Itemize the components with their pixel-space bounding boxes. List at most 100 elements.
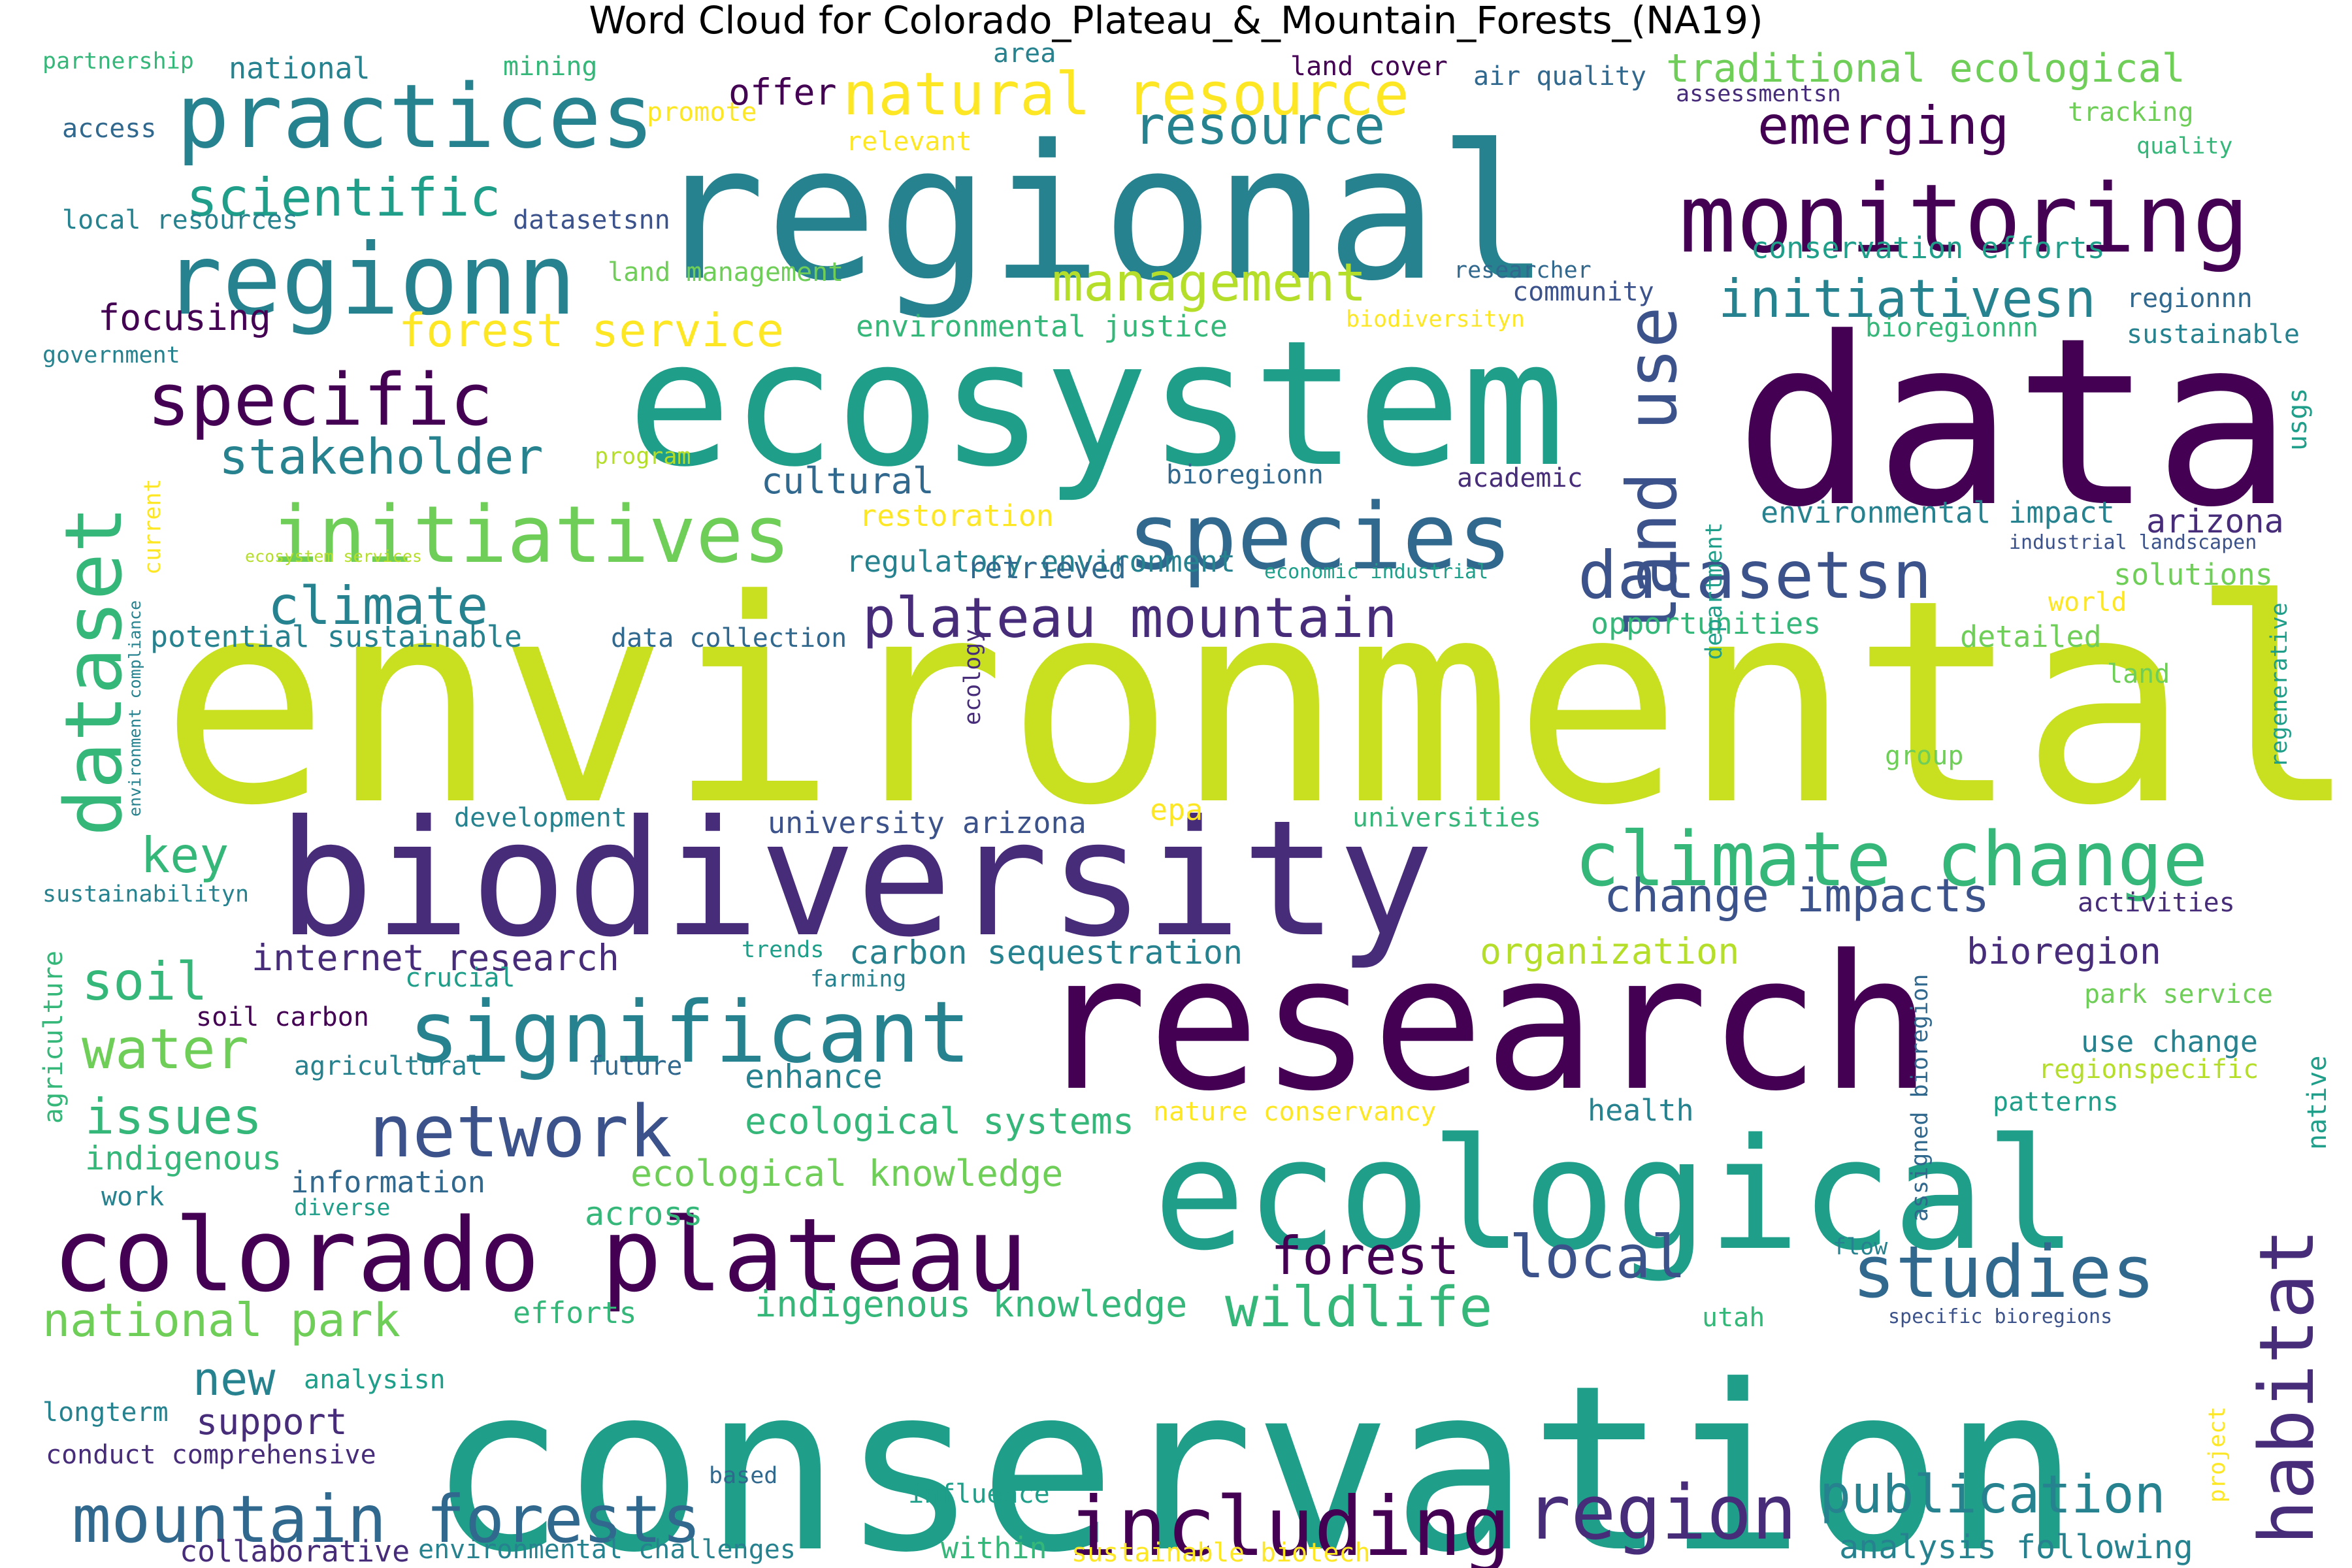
word-stakeholder: stakeholder [219, 428, 544, 485]
word-analysis-following: analysis following [1839, 1528, 2193, 1566]
chart-title: Word Cloud for Colorado_Plateau_&_Mounta… [589, 0, 1763, 42]
word-forest-service: forest service [399, 304, 784, 357]
word-universities: universities [1352, 803, 1541, 833]
word-university-arizona: university arizona [768, 806, 1086, 840]
word-world: world [2048, 587, 2127, 617]
word-ecological: ecological [1153, 1106, 2078, 1284]
word-climate: climate [268, 576, 488, 636]
word-monitoring: monitoring [1679, 164, 2249, 274]
word-regenerative: regenerative [2266, 602, 2293, 768]
word-conduct-comprehensive: conduct comprehensive [46, 1440, 376, 1470]
word-initiativesn: initiativesn [1718, 269, 2096, 329]
word-within: within [941, 1531, 1047, 1565]
word-forest: forest [1271, 1226, 1460, 1286]
word-agriculture: agriculture [39, 951, 69, 1124]
word-regional: regional [653, 105, 1550, 322]
word-nature-conservancy: nature conservancy [1153, 1097, 1436, 1127]
word-soil: soil [82, 951, 208, 1012]
word-initiatives: initiatives [271, 490, 791, 581]
word-retrieved: retrieved [967, 551, 1126, 585]
word-new: new [193, 1352, 276, 1406]
word-ecological-knowledge: ecological knowledge [630, 1152, 1063, 1194]
word-bioregion: bioregion [1967, 930, 2161, 972]
word-research: research [1036, 915, 1933, 1132]
word-potential-sustainable: potential sustainable [150, 619, 522, 654]
word-land-management: land management [608, 257, 843, 287]
word-biodiversityn: biodiversityn [1346, 306, 1525, 333]
word-assigned-bioregion: assigned bioregion [1907, 974, 1933, 1222]
word-datasetsnn: datasetsnn [513, 205, 670, 235]
word-epa: epa [1150, 792, 1203, 827]
word-based: based [709, 1463, 777, 1489]
word-climate-change: climate change [1575, 816, 2208, 904]
word-information: information [291, 1165, 485, 1200]
word-tracking: tracking [2068, 97, 2194, 127]
word-sustainable: sustainable [2127, 319, 2300, 350]
word-offer: offer [728, 71, 837, 113]
word-key: key [140, 826, 229, 884]
word-collaborative: collaborative [180, 1534, 410, 1568]
word-support: support [196, 1401, 348, 1443]
word-regionnn: regionnn [2127, 284, 2253, 314]
word-significant: significant [408, 983, 971, 1082]
word-current: current [140, 478, 166, 575]
word-organization: organization [1480, 930, 1739, 972]
word-local-resources: local resources [62, 205, 298, 235]
word-area: area [993, 39, 1056, 69]
word-promote: promote [647, 97, 757, 127]
word-data: data [1735, 287, 2293, 558]
word-studies: studies [1852, 1230, 2155, 1314]
word-wildlife: wildlife [1225, 1275, 1492, 1340]
word-opportunities: opportunities [1591, 606, 1821, 641]
word-colorado-plateau: colorado plateau [52, 1196, 1028, 1315]
word-use-change: use change [2081, 1024, 2258, 1059]
word-trends: trends [742, 937, 824, 963]
word-data-collection: data collection [611, 623, 847, 653]
word-mining: mining [503, 52, 598, 82]
word-usgs: usgs [2283, 388, 2313, 451]
word-industrial-landscapen: industrial landscapen [2009, 531, 2257, 554]
word-sustainable-biotech: sustainable biotech [1071, 1538, 1371, 1568]
word-solutions: solutions [2114, 557, 2273, 592]
word-utah: utah [1702, 1303, 1765, 1333]
word-environmental-justice: environmental justice [856, 309, 1228, 344]
word-activities: activities [2078, 888, 2235, 918]
word-plateau-mountain: plateau mountain [862, 586, 1397, 651]
word-dataset: dataset [49, 506, 140, 836]
word-including: including [1068, 1480, 1511, 1568]
word-restoration: restoration [859, 498, 1054, 533]
word-specific: specific [147, 358, 493, 442]
word-influence: influence [908, 1479, 1050, 1509]
word-sustainabilityn: sustainabilityn [42, 881, 249, 907]
word-agricultural: agricultural [294, 1051, 483, 1081]
word-economic-industrial: economic industrial [1264, 561, 1488, 583]
word-environmental: environmental [160, 540, 2352, 867]
word-diverse: diverse [294, 1195, 391, 1221]
word-assessmentsn: assessmentsn [1676, 81, 1841, 107]
word-academic: academic [1457, 463, 1583, 493]
word-future: future [588, 1051, 683, 1081]
word-water: water [82, 1017, 249, 1082]
word-park-service: park service [2084, 979, 2273, 1009]
word-publication: publication [1820, 1464, 2166, 1525]
word-across: across [585, 1195, 703, 1233]
word-group: group [1885, 741, 1963, 771]
word-land-use: land use [1612, 306, 1692, 637]
word-soil-carbon: soil carbon [196, 1002, 369, 1032]
word-flow: flow [1833, 1234, 1888, 1260]
word-efforts: efforts [513, 1296, 637, 1330]
word-resource: resource [1134, 95, 1385, 156]
word-environmental-challenges: environmental challenges [418, 1535, 796, 1565]
word-ecosystem: ecosystem [627, 304, 1565, 505]
word-bioregionnn: bioregionnn [1865, 313, 2038, 343]
word-partnership: partnership [42, 48, 194, 74]
word-land: land [2107, 659, 2170, 689]
word-focusing: focusing [98, 297, 271, 338]
word-native: native [2302, 1056, 2332, 1151]
word-local: local [1509, 1223, 1686, 1292]
word-regionspecific: regionspecific [2038, 1054, 2259, 1085]
word-biodiversity: biodiversity [278, 786, 1434, 972]
word-scientific: scientific [186, 167, 501, 228]
word-environment-compliance: environment compliance [125, 600, 144, 817]
word-mountain-forests: mountain forests [72, 1481, 701, 1558]
